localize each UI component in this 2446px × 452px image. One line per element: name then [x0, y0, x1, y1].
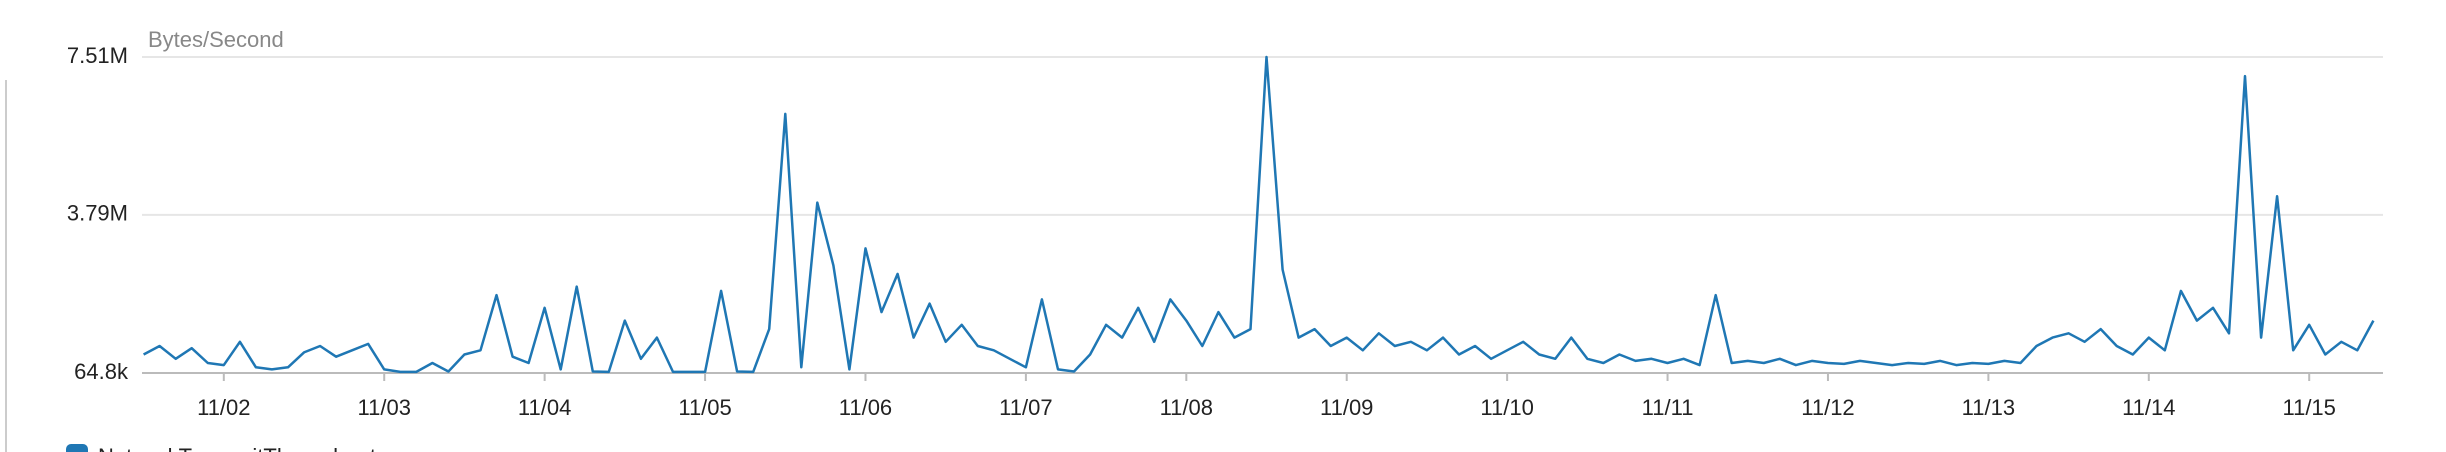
- x-tick-label: 11/07: [999, 395, 1052, 420]
- x-tick-label: 11/09: [1320, 395, 1373, 420]
- y-tick-label: 3.79M: [67, 201, 128, 226]
- x-tick-label: 11/06: [839, 395, 892, 420]
- x-tick-label: 11/03: [358, 395, 411, 420]
- x-tick-label: 11/14: [2122, 395, 2175, 420]
- x-tick-label: 11/05: [678, 395, 731, 420]
- x-tick-label: 11/13: [1962, 395, 2015, 420]
- legend-swatch: [66, 444, 88, 452]
- x-tick-label: 11/10: [1480, 395, 1533, 420]
- y-tick-label: 64.8k: [74, 359, 129, 384]
- x-tick-label: 11/02: [197, 395, 250, 420]
- x-tick-label: 11/08: [1160, 395, 1213, 420]
- legend-label[interactable]: NetworkTransmitThroughput: [98, 444, 376, 452]
- y-axis-label: Bytes/Second: [148, 27, 284, 52]
- x-tick-label: 11/04: [518, 395, 571, 420]
- x-tick-label: 11/15: [2282, 395, 2335, 420]
- data-line: [143, 55, 2375, 374]
- y-tick-label: 7.51M: [67, 43, 128, 68]
- x-tick-label: 11/11: [1642, 395, 1694, 420]
- x-tick-label: 11/12: [1801, 395, 1854, 420]
